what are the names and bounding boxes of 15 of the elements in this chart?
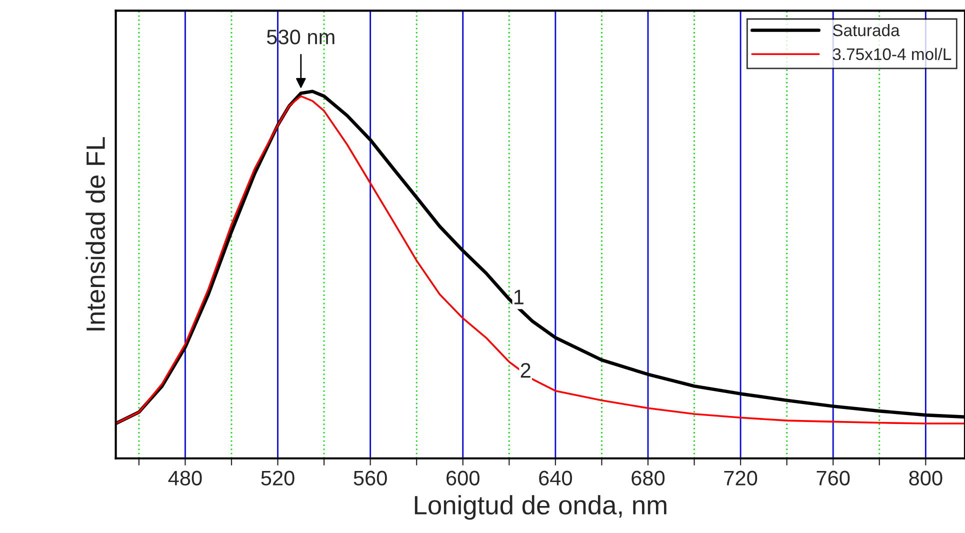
x-axis-title: Lonigtud de onda, nm (414, 495, 666, 520)
x-tick-label: 520 (261, 470, 294, 486)
x-tick-label: 760 (816, 470, 850, 486)
x-tick-label: 720 (724, 470, 758, 486)
x-tick-label: 560 (354, 470, 387, 486)
x-tick-label: 800 (909, 470, 942, 486)
x-tick-label: 600 (446, 470, 480, 486)
annotation: 2 (520, 363, 530, 378)
legend-label: 3.75x10-4 mol/L (832, 48, 952, 60)
legend-label: Saturada (832, 24, 900, 36)
x-tick-label: 640 (539, 470, 572, 486)
x-tick-label: 480 (168, 470, 202, 486)
annotation: 1 (514, 290, 524, 304)
x-tick-label: 680 (632, 470, 665, 486)
y-axis-title: Intensidad de FL (86, 137, 106, 330)
